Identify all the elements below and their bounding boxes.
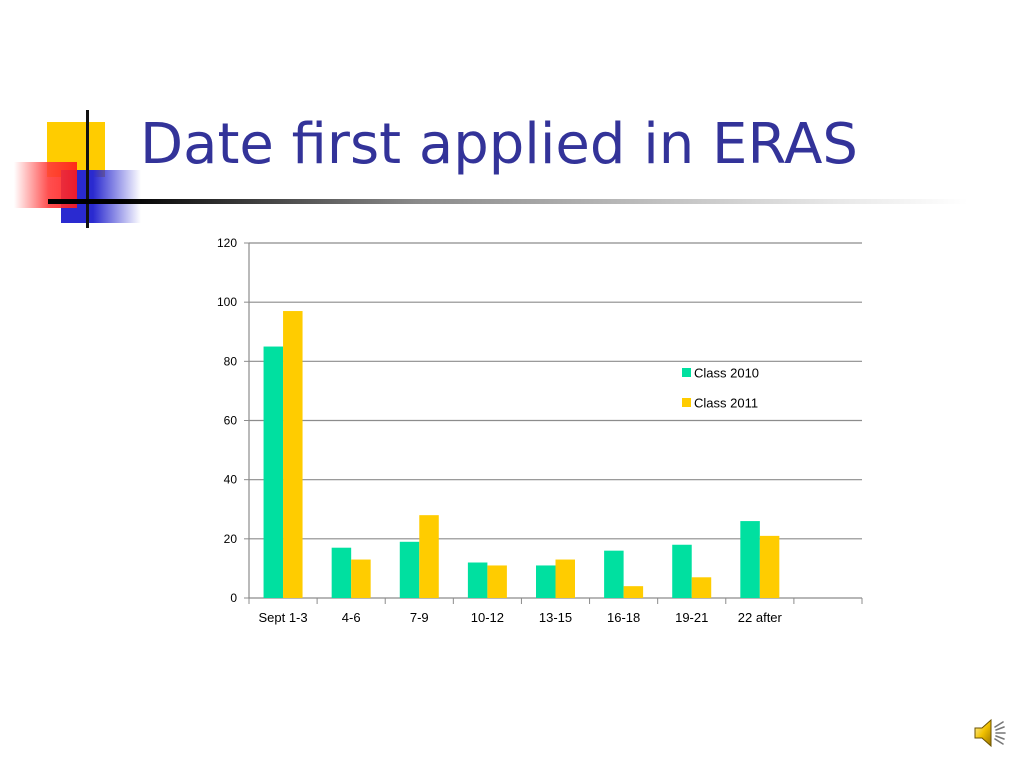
- y-tick-label: 120: [217, 236, 237, 250]
- y-tick-label: 60: [224, 414, 238, 428]
- x-tick-label: 4-6: [342, 610, 361, 625]
- x-tick-label: 10-12: [471, 610, 504, 625]
- legend-label: Class 2011: [694, 396, 758, 411]
- bar-class-2011: [419, 515, 439, 598]
- legend-swatch: [682, 368, 691, 377]
- bar-class-2010: [536, 565, 556, 598]
- slide-title: Date first applied in ERAS: [140, 112, 858, 177]
- bar-class-2010: [467, 562, 488, 598]
- bar-class-2011: [623, 586, 644, 598]
- x-tick-label: 7-9: [410, 610, 429, 625]
- y-tick-label: 0: [230, 591, 237, 605]
- bar-class-2011: [487, 565, 507, 598]
- legend-label: Class 2010: [694, 366, 759, 381]
- bar-class-2011: [555, 559, 575, 598]
- legend-swatch: [682, 398, 691, 407]
- x-tick-label: Sept 1-3: [258, 610, 307, 625]
- decorative-vertical-line: [86, 110, 89, 228]
- y-tick-label: 100: [217, 295, 237, 309]
- y-tick-label: 40: [224, 473, 238, 487]
- bar-class-2011: [759, 535, 780, 598]
- bar-class-2011: [691, 577, 712, 598]
- bar-class-2010: [672, 544, 692, 598]
- y-tick-label: 80: [224, 354, 238, 368]
- bar-class-2010: [740, 521, 760, 598]
- y-tick-label: 20: [224, 532, 238, 546]
- bar-class-2010: [263, 346, 284, 598]
- x-tick-label: 16-18: [607, 610, 640, 625]
- bar-class-2010: [331, 547, 352, 598]
- x-tick-label: 19-21: [675, 610, 708, 625]
- bar-class-2010: [604, 550, 624, 598]
- speaker-icon[interactable]: [972, 716, 1008, 750]
- x-tick-label: 13-15: [539, 610, 572, 625]
- bar-class-2011: [351, 559, 371, 598]
- bar-class-2010: [399, 541, 420, 598]
- x-tick-label: 22 after: [738, 610, 783, 625]
- decorative-horizontal-rule: [48, 199, 968, 204]
- bar-class-2011: [283, 311, 303, 598]
